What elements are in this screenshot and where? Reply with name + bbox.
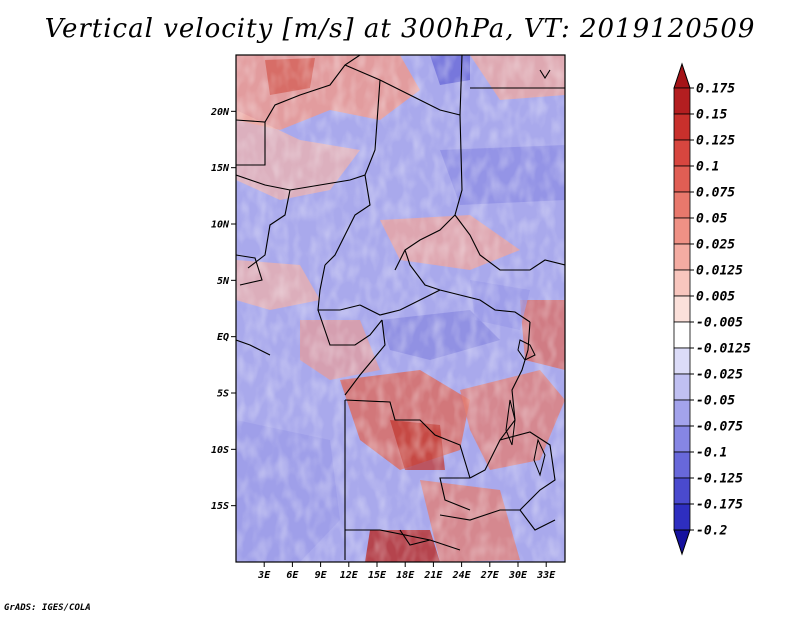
lon-label: 15E — [368, 570, 387, 581]
colorbar-swatch — [673, 269, 691, 297]
colorbar-label: -0.005 — [696, 316, 743, 331]
colorbar-swatch — [673, 139, 691, 167]
colorbar-swatch — [673, 451, 691, 479]
lake-outlines — [505, 339, 546, 477]
colorbar-label: -0.025 — [696, 368, 743, 383]
colorbar-top-arrow — [673, 62, 691, 89]
colorbar-label: 0.075 — [696, 186, 735, 201]
colorbar-label: 0.175 — [696, 82, 735, 97]
colorbar-label: -0.05 — [696, 394, 735, 409]
colorbar-label: -0.2 — [696, 524, 727, 539]
colorbar-swatch — [673, 477, 691, 505]
colorbar-swatch — [673, 87, 691, 115]
colorbar-swatch — [673, 243, 691, 271]
colorbar-label: 0.125 — [696, 134, 735, 149]
lat-label: 15N — [211, 163, 230, 174]
lon-label: 12E — [340, 570, 359, 581]
lat-label: 20N — [210, 107, 230, 118]
latitude-axis: 20N 15N 10N 5N EQ 5S 10S 15S — [210, 107, 236, 512]
lat-label: 10S — [211, 445, 229, 456]
lon-label: 24E — [452, 570, 472, 581]
colorbar-swatch — [673, 399, 691, 427]
longitude-axis: 3E 6E 9E 12E 15E 18E 21E 24E 27E 30E 33E — [257, 562, 556, 581]
colorbar-label: -0.075 — [696, 420, 743, 435]
lat-label: 10N — [211, 220, 230, 231]
colorbar-swatch — [673, 113, 691, 141]
colorbar-label: -0.125 — [696, 472, 743, 487]
colorbar-swatch — [673, 425, 691, 453]
lon-label: 9E — [315, 570, 328, 581]
lon-label: 6E — [286, 570, 299, 581]
colorbar-label: -0.175 — [696, 498, 743, 513]
lat-label: 5S — [217, 389, 229, 400]
field-texture — [236, 55, 565, 562]
colorbar-label: -0.1 — [696, 446, 727, 461]
colorbar-label: 0.0125 — [696, 264, 743, 279]
lon-label: 33E — [536, 570, 556, 581]
colorbar-label: 0.025 — [696, 238, 735, 253]
lat-label: 5N — [217, 276, 230, 287]
lat-label: 15S — [211, 501, 229, 512]
page-title: Vertical velocity [m/s] at 300hPa, VT: 2… — [44, 14, 756, 44]
colorbar-swatch — [673, 165, 691, 193]
colorbar-swatch — [673, 191, 691, 219]
country-borders — [236, 55, 565, 560]
lon-label: 27E — [480, 570, 500, 581]
lon-label: 21E — [423, 570, 443, 581]
lon-label: 18E — [396, 570, 415, 581]
colorbar: 0.175 0.15 0.125 0.1 0.075 0.05 0.025 0.0125 0.0… — [673, 62, 751, 556]
colorbar-swatch — [673, 321, 691, 349]
map-frame — [235, 54, 566, 563]
colorbar-swatch — [673, 503, 691, 531]
colorbar-swatch — [673, 373, 691, 401]
colorbar-label: 0.1 — [696, 160, 719, 175]
colorbar-label: 0.15 — [696, 108, 727, 123]
lat-label: EQ — [217, 332, 229, 343]
lon-label: 3E — [257, 570, 271, 581]
colorbar-swatch — [673, 295, 691, 323]
grads-credit: GrADS: IGES/COLA — [4, 603, 91, 613]
colorbar-label: 0.005 — [696, 290, 735, 305]
colorbar-swatch — [673, 217, 691, 245]
colorbar-label: -0.0125 — [696, 342, 751, 357]
colorbar-swatch — [673, 347, 691, 375]
colorbar-label: 0.05 — [696, 212, 727, 227]
map-panel — [236, 55, 565, 562]
colorbar-bottom-arrow — [673, 529, 691, 556]
lon-label: 30E — [508, 570, 528, 581]
